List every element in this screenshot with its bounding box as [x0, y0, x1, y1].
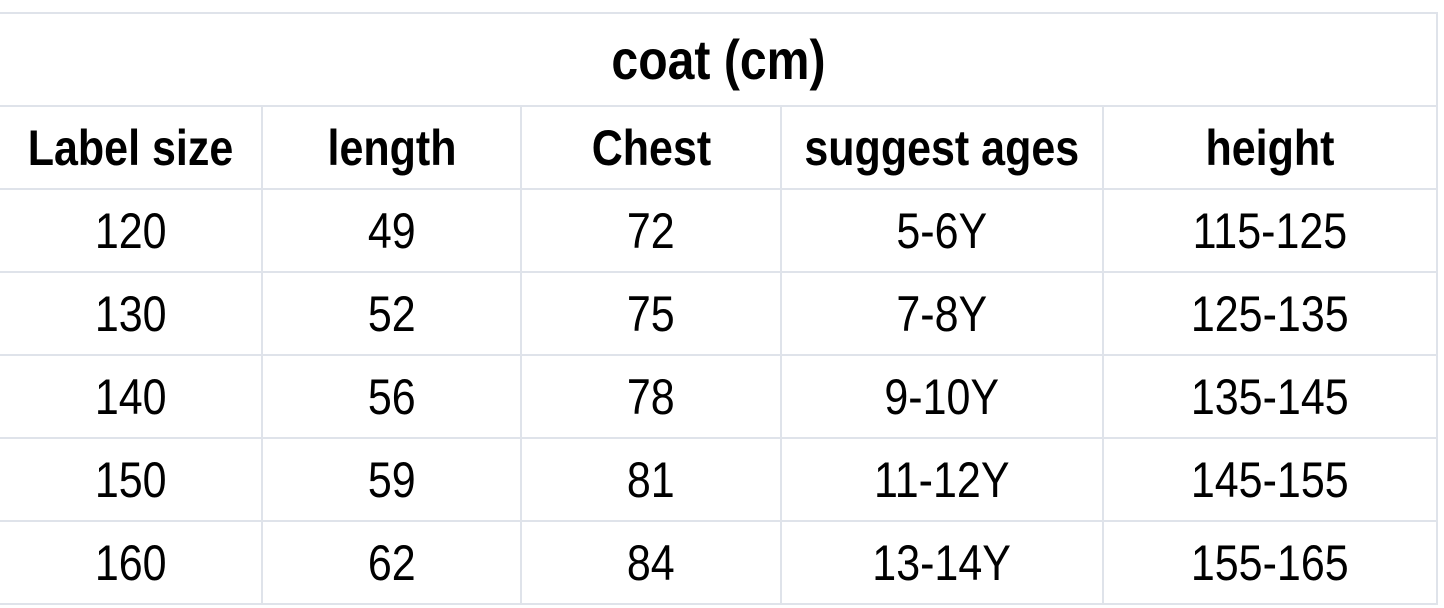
table-title: coat (cm)	[610, 28, 826, 91]
data-cell: 5-6Y	[896, 202, 988, 259]
column-header-cell: Chest	[520, 105, 782, 190]
column-header-cell: height	[1101, 105, 1439, 190]
data-cell-cell: 130	[0, 271, 263, 356]
data-cell: 59	[367, 451, 416, 508]
data-cell-cell: 150	[0, 437, 263, 522]
data-cell: 7-8Y	[896, 285, 988, 342]
column-header-cell: length	[261, 105, 522, 190]
data-cell: 160	[94, 534, 167, 591]
column-header: height	[1205, 119, 1335, 176]
column-header: length	[326, 119, 456, 176]
data-cell-cell: 84	[520, 520, 782, 605]
data-cell: 9-10Y	[884, 368, 1000, 425]
data-cell: 145-155	[1191, 451, 1349, 508]
data-row: 120 49 72 5-6Y 115-125	[0, 188, 1439, 273]
data-cell-cell: 115-125	[1101, 188, 1439, 273]
data-row: 150 59 81 11-12Y 145-155	[0, 437, 1439, 522]
data-cell-cell: 56	[261, 354, 522, 439]
column-header: Label size	[27, 119, 234, 176]
data-cell-cell: 120	[0, 188, 263, 273]
size-table: coat (cm) Label size length Chest suggest a…	[0, 12, 1439, 605]
data-cell-cell: 140	[0, 354, 263, 439]
data-cell: 140	[94, 368, 167, 425]
data-cell: 81	[627, 451, 675, 508]
data-cell: 52	[367, 285, 416, 342]
data-cell-cell: 49	[261, 188, 522, 273]
data-cell-cell: 7-8Y	[780, 271, 1104, 356]
data-cell: 120	[94, 202, 167, 259]
data-cell: 78	[627, 368, 675, 425]
data-cell-cell: 125-135	[1101, 271, 1439, 356]
data-cell: 62	[367, 534, 416, 591]
data-cell: 115-125	[1192, 202, 1348, 259]
data-cell: 84	[627, 534, 675, 591]
data-cell-cell: 52	[261, 271, 522, 356]
data-cell: 75	[627, 285, 675, 342]
data-cell-cell: 78	[520, 354, 782, 439]
data-cell: 125-135	[1191, 285, 1349, 342]
data-cell-cell: 160	[0, 520, 263, 605]
column-header: suggest ages	[804, 119, 1080, 176]
title-cell: coat (cm)	[0, 12, 1439, 107]
title-row: coat (cm)	[0, 12, 1439, 107]
data-cell: 155-165	[1191, 534, 1349, 591]
data-row: 140 56 78 9-10Y 135-145	[0, 354, 1439, 439]
data-cell: 135-145	[1191, 368, 1349, 425]
data-cell-cell: 72	[520, 188, 782, 273]
data-cell: 56	[367, 368, 416, 425]
column-header-cell: Label size	[0, 105, 263, 190]
data-cell: 11-12Y	[874, 451, 1010, 508]
data-cell: 49	[367, 202, 416, 259]
data-cell-cell: 145-155	[1101, 437, 1439, 522]
data-cell: 72	[627, 202, 675, 259]
data-cell-cell: 135-145	[1101, 354, 1439, 439]
data-cell-cell: 9-10Y	[780, 354, 1104, 439]
data-cell: 13-14Y	[872, 534, 1012, 591]
data-cell-cell: 13-14Y	[780, 520, 1104, 605]
column-header: Chest	[591, 119, 711, 176]
data-cell: 130	[94, 285, 167, 342]
data-cell-cell: 11-12Y	[780, 437, 1104, 522]
data-cell-cell: 155-165	[1101, 520, 1439, 605]
data-cell-cell: 59	[261, 437, 522, 522]
data-cell-cell: 5-6Y	[780, 188, 1104, 273]
data-cell: 150	[94, 451, 167, 508]
column-header-cell: suggest ages	[780, 105, 1104, 190]
data-row: 160 62 84 13-14Y 155-165	[0, 520, 1439, 605]
data-cell-cell: 81	[520, 437, 782, 522]
header-row: Label size length Chest suggest ages height	[0, 105, 1439, 190]
data-cell-cell: 75	[520, 271, 782, 356]
data-row: 130 52 75 7-8Y 125-135	[0, 271, 1439, 356]
data-cell-cell: 62	[261, 520, 522, 605]
